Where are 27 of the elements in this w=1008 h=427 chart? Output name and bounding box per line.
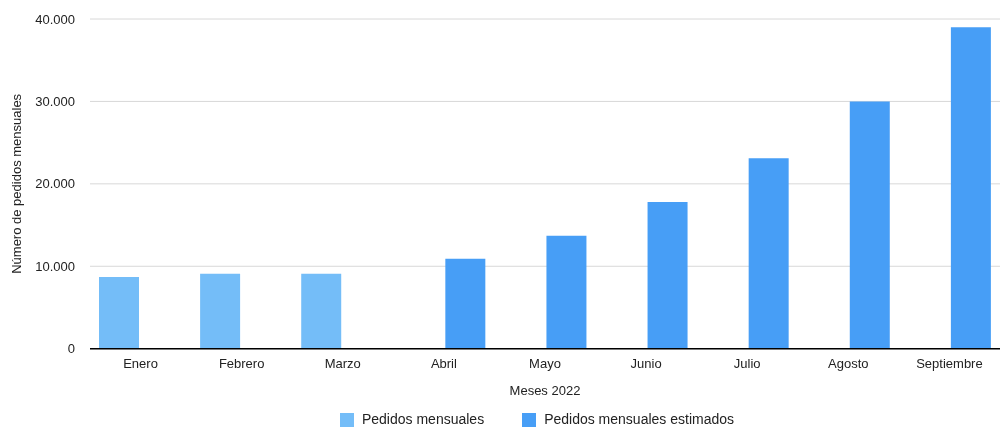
x-tick-label: Julio [733, 355, 761, 371]
bar [99, 276, 139, 349]
y-tick-label: 30.000 [35, 94, 75, 110]
bar [647, 201, 688, 349]
bar [849, 101, 890, 349]
y-tick-label: 20.000 [35, 176, 75, 192]
y-axis-title: Número de pedidos mensuales [9, 93, 25, 274]
legend-label: Pedidos mensuales estimados [544, 410, 735, 427]
bar [748, 158, 789, 349]
bar [950, 27, 991, 349]
x-tick-label: Marzo [324, 355, 361, 371]
y-tick-label: 40.000 [35, 11, 75, 27]
x-axis-title: Meses 2022 [509, 383, 581, 399]
x-tick-label: Enero [123, 355, 158, 371]
legend-label: Pedidos mensuales [361, 410, 485, 427]
bar [546, 235, 587, 349]
x-tick-label: Mayo [529, 355, 561, 371]
bar [445, 258, 486, 349]
x-tick-label: Agosto [828, 355, 869, 371]
bar [301, 273, 342, 349]
x-tick-label: Junio [630, 355, 662, 371]
bar [200, 273, 241, 349]
x-tick-label: Septiembre [916, 355, 983, 371]
x-tick-label: Febrero [218, 355, 265, 371]
y-tick-label: 10.000 [35, 258, 75, 274]
x-tick-label: Abril [430, 355, 457, 371]
y-tick-label: 0 [67, 341, 75, 357]
